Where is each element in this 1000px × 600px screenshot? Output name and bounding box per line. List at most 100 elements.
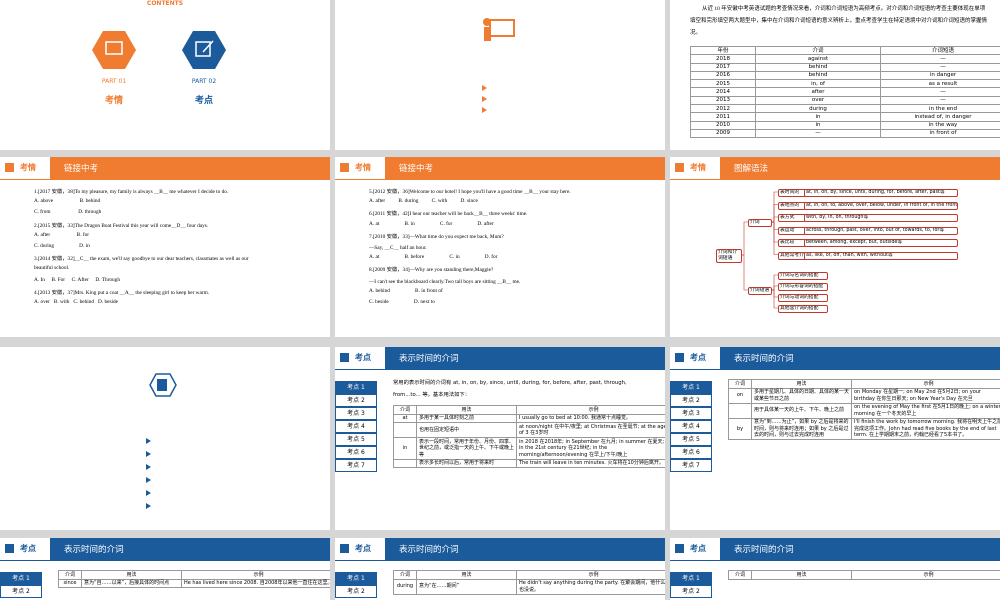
question-line: C. beside D. next to [369, 299, 435, 305]
slide: 考情 图解语法 介词和介词短语 介词 表时间的 at, in, on, by, since… [670, 157, 1000, 337]
part-title: 考点 [194, 96, 213, 106]
table-cell: in 2018 在2018年; in September 在九月; in sum… [516, 437, 665, 460]
question-line: A. above B. behind [34, 198, 101, 205]
table-cell: He didn't say anything during the party.… [516, 578, 665, 595]
nav-item[interactable]: 考点 7 [335, 459, 377, 472]
column-header: 介词 [755, 45, 881, 56]
nav-item[interactable]: 考点 1 [335, 381, 377, 394]
nav-item[interactable]: 考点 3 [335, 407, 377, 420]
slide: 考情 链接中考 5.[2012 安徽，36]Welcome to our hotel… [335, 157, 665, 337]
header-line [0, 157, 330, 180]
table-cell: on Monday 在星期一; on May 2nd 在5月2日; on you… [851, 387, 1000, 404]
table-cell: in front of [880, 128, 1000, 139]
child-node: 表比较 [778, 239, 806, 247]
header-icon [5, 163, 14, 172]
question-line: A. after B. during C. with D. since [369, 198, 478, 205]
nav-item[interactable]: 考点 1 [670, 381, 712, 394]
header-line [335, 347, 665, 370]
nav-item[interactable]: 考点 5 [335, 433, 377, 446]
contents-icons [92, 31, 226, 69]
header-icon [5, 544, 14, 553]
nav-item[interactable]: 考点 7 [670, 459, 712, 472]
slide: 从近 10 年安徽中考英语试题的考查情况来看，介词和介词短语为高频考点。对介词和… [670, 0, 1000, 150]
column-header: 示例 [516, 405, 665, 415]
section-label: 考情 [355, 163, 371, 172]
question-line: A. In B. For C. After D. Through [34, 276, 120, 283]
table-row: 2014 after — [690, 87, 1000, 97]
table-row: since 意为“自……以来”，后接具体的时间点 He has lived here… [58, 578, 330, 588]
column-header: 介词 [728, 379, 752, 389]
header-bar [50, 538, 330, 560]
nav-item[interactable]: 考点 4 [335, 420, 377, 433]
header-line [670, 347, 1000, 370]
question-line: A. after B. for [34, 231, 90, 238]
nav-item[interactable]: 考点 1 [670, 572, 712, 585]
question-line: 4.[2013 安徽，37]Mrs. King put a coat ＿A＿ t… [34, 289, 210, 296]
table-row: in 表示一段时间，常用于年份、月份、四季、世纪之前，或泛指一天的上午、下午或晚上… [393, 437, 665, 460]
question-line: A. at B. before C. in D. for [369, 254, 498, 261]
header-line [670, 157, 1000, 180]
header-bar [385, 538, 665, 560]
question-line: A. at B. in C. for D. after [369, 220, 494, 227]
nav-item[interactable]: 考点 6 [335, 446, 377, 459]
nav-item[interactable]: 考点 2 [335, 394, 377, 407]
connectors [740, 191, 778, 309]
child-node: 表运动 [778, 226, 806, 235]
nav-item[interactable]: 考点 2 [670, 585, 712, 598]
slide: 考点 表示时间的介词 考点 1 考点 2 考点 3 考点 4 考点 5 考点 6 考点 7 常用的… [335, 347, 665, 530]
branch-node: 介词 [748, 219, 772, 227]
table-cell: during [393, 578, 417, 595]
nav-item[interactable]: 考点 2 [335, 585, 377, 598]
table-header-row: 介词 用法 示例 [393, 570, 665, 580]
child-node: 其他常考介词 [778, 251, 806, 260]
slide: 考点 表示时间的介词 考点 1 考点 2 介词 用法 示例 [670, 538, 1000, 600]
column-header: 介词 [393, 570, 417, 580]
header-icon [340, 353, 349, 362]
header-bar [720, 157, 1000, 179]
table-cell: 2013 [690, 95, 756, 106]
table-cell: 2017 [690, 62, 756, 72]
column-header: 用法 [751, 570, 852, 580]
header-title: 表示时间的介词 [64, 545, 124, 555]
header-title: 表示时间的介词 [734, 545, 794, 555]
table-cell: I'll finish the work by tomorrow morning… [851, 417, 1000, 440]
table-cell: over [755, 95, 881, 106]
header-line [670, 538, 1000, 561]
nav-item[interactable]: 考点 6 [670, 446, 712, 459]
table-cell: against [755, 54, 881, 64]
header-bar [720, 538, 1000, 560]
slide: 考点 表示时间的介词 考点 1 考点 2 考点 3 考点 4 考点 5 考点 6 考点 7 介词用… [670, 347, 1000, 530]
question-line: beautiful school. [34, 265, 70, 272]
intro-text: 常用的表示时间的介词有 at, in, on, by, since, until… [393, 380, 627, 398]
table-row: during 意为“在……期间” He didn't say anything du… [393, 578, 665, 595]
nav-item[interactable]: 考点 3 [670, 407, 712, 420]
nav-item[interactable]: 考点 2 [670, 394, 712, 407]
nav-item[interactable]: 考点 1 [0, 572, 42, 585]
table-cell: on [728, 387, 752, 404]
table-cell: on the evening of May the first 在5月1日的晚上… [851, 402, 1000, 419]
table-cell: at [393, 413, 417, 423]
table-cell: at noon/night 在中午/夜里; at Christmas 在圣诞节;… [516, 422, 665, 438]
column-header: 介词 [58, 570, 82, 580]
header-bar [385, 347, 665, 369]
child-text: at, in, on, to, above, over, below, unde… [804, 201, 958, 210]
table-cell: 表示多长时间以后，常用于将来时 [416, 458, 517, 468]
table-cell [728, 402, 752, 419]
table-header-row: 介词 用法 示例 [393, 405, 665, 415]
nav-item[interactable]: 考点 4 [670, 420, 712, 433]
question-line: A. over B. with C. behind D. beside [34, 299, 119, 305]
slide: 考点 表示时间的介词 考点 1 考点 2 介词 用法 示例 during 意为“在……期间” He… [335, 538, 665, 600]
nav-item[interactable]: 考点 5 [670, 433, 712, 446]
column-header: 用法 [751, 379, 852, 389]
header-title: 链接中考 [64, 164, 99, 174]
column-header: 示例 [851, 379, 1000, 389]
table-cell: behind [755, 70, 881, 81]
table-row: 也用在固定短语中 at noon/night 在中午/夜里; at Christm… [393, 422, 665, 438]
column-header: 年份 [690, 45, 756, 56]
nav-item[interactable]: 考点 2 [0, 585, 42, 598]
child-node: 介词与动词的搭配 [778, 294, 828, 302]
column-header: 示例 [851, 570, 1000, 580]
nav-item[interactable]: 考点 1 [335, 572, 377, 585]
child-text: between, among, except, but, outside等 [804, 239, 958, 247]
table-cell: 多用于某一具体时刻之前 [416, 413, 517, 423]
